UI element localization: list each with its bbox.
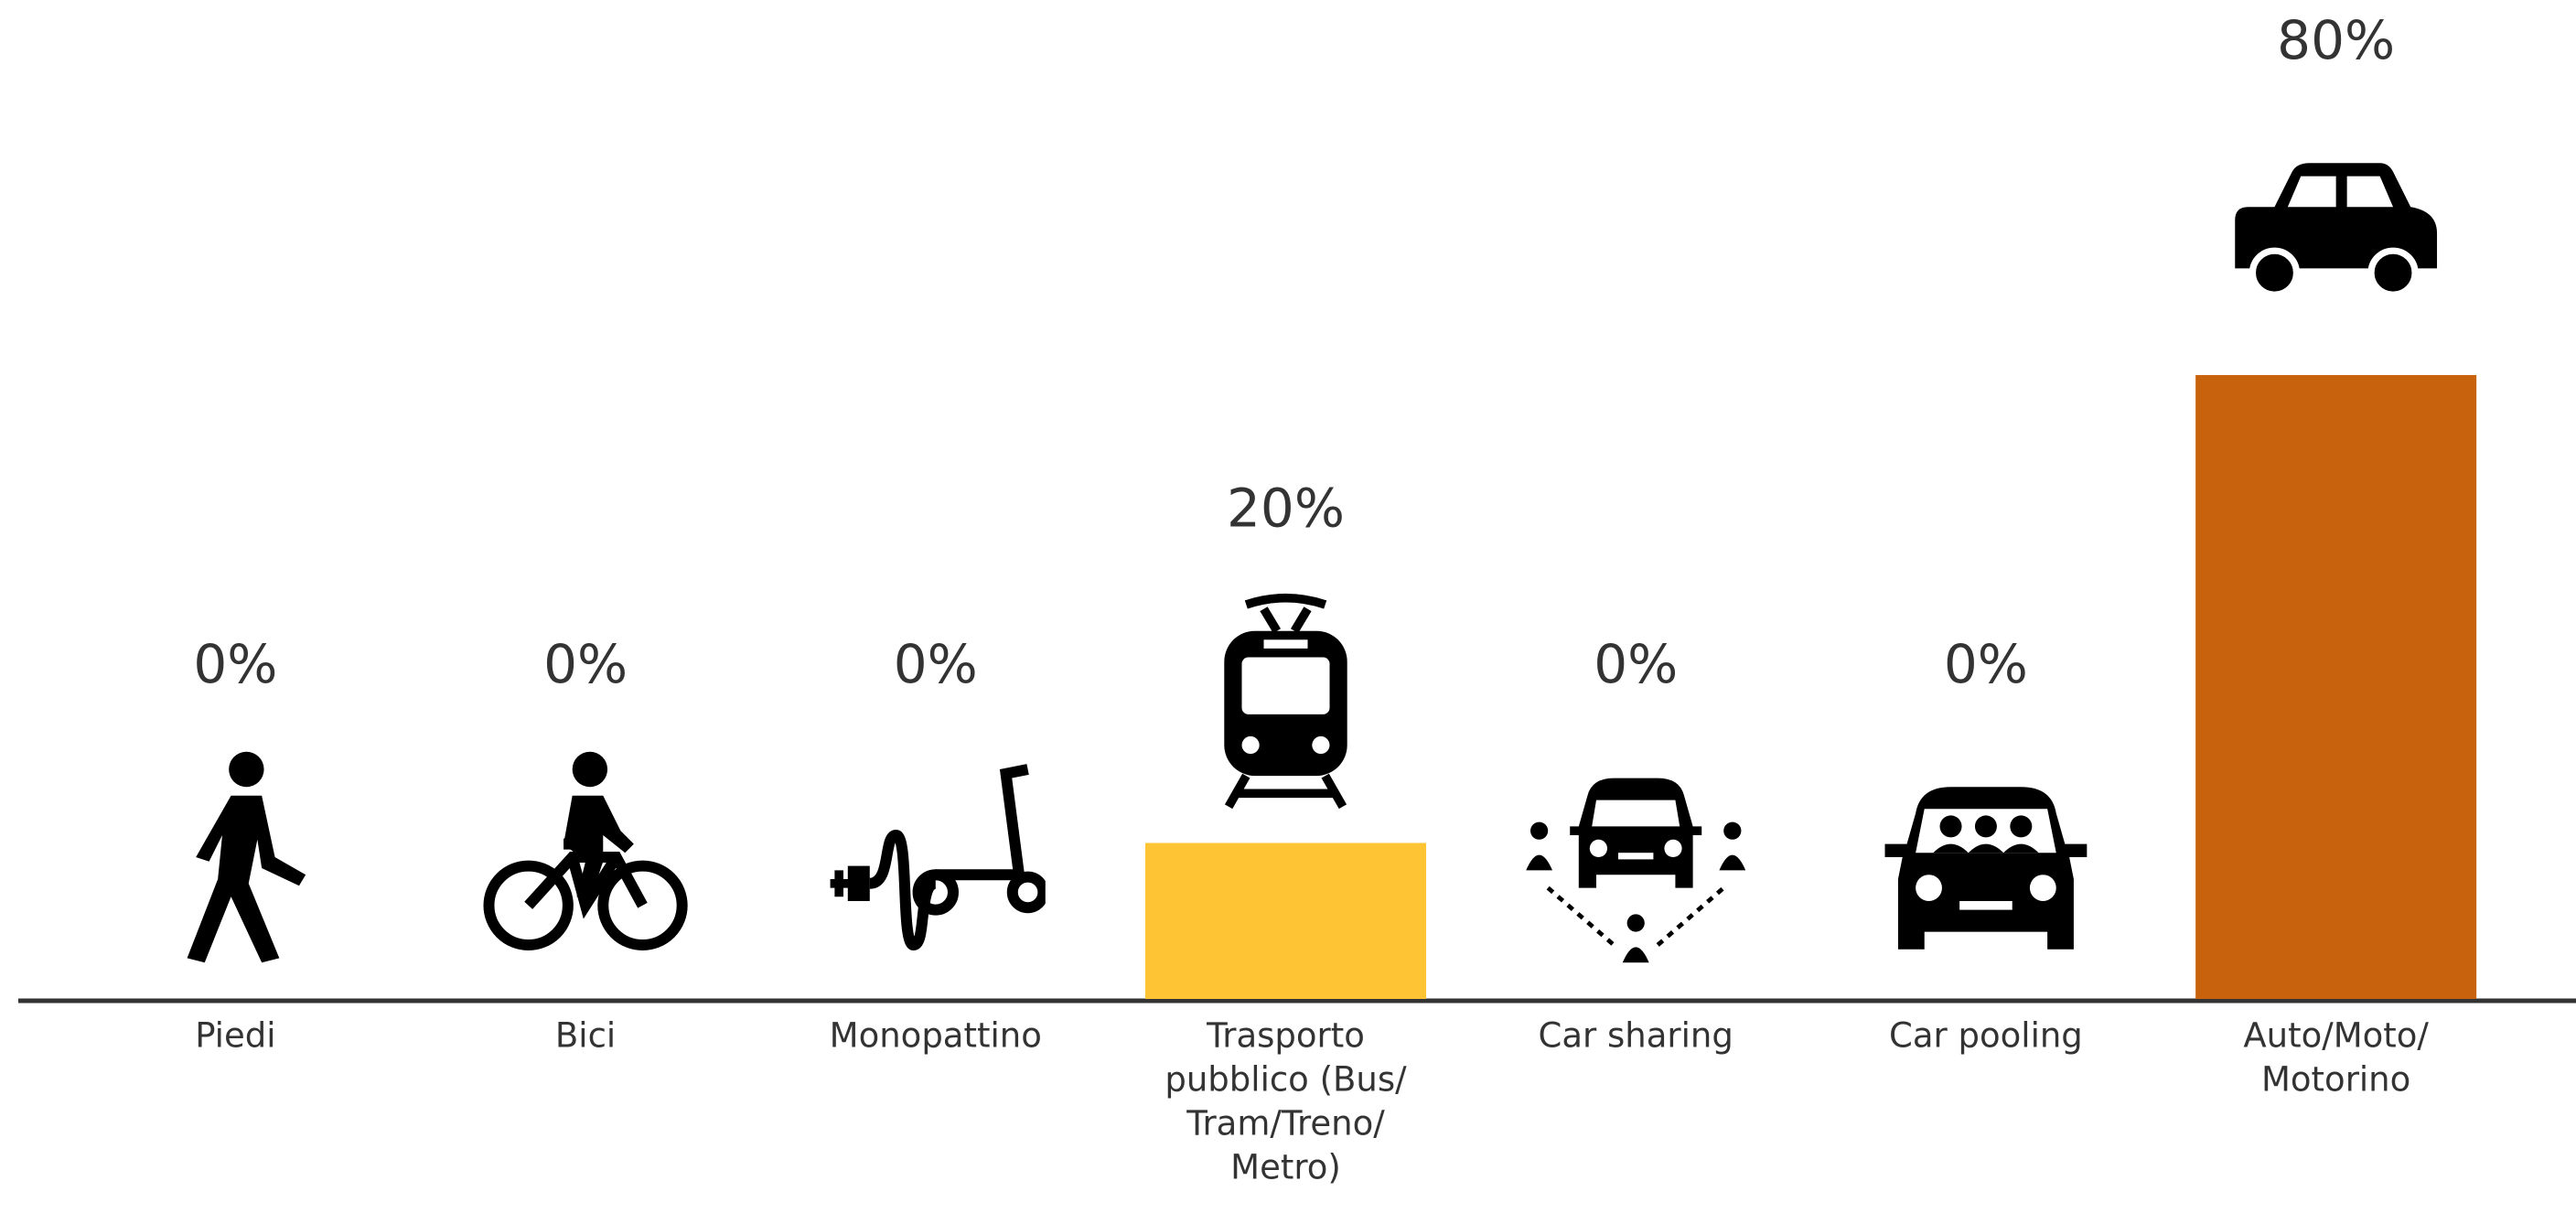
category-label: Monopattino [830,1016,1042,1056]
icon [1884,787,2088,950]
value-label: 80% [2277,9,2395,71]
bar [1145,843,1426,999]
icon [488,752,682,945]
bar [2195,375,2477,999]
category-label: Car pooling [1889,1016,2083,1056]
category-label: Tram/Treno/ [1186,1104,1385,1143]
value-label: 0% [543,633,628,695]
category-label: pubblico (Bus/ [1165,1060,1407,1100]
value-label: 0% [894,633,978,695]
category-label: Trasporto [1206,1016,1365,1056]
category-label: Car sharing [1539,1016,1733,1056]
icon [831,769,1044,945]
value-label: 0% [193,633,277,695]
value-label: 0% [1594,633,1678,695]
category-label: Piedi [195,1016,275,1056]
category-label: Motorino [2261,1060,2410,1100]
icon [1526,778,1745,963]
icon [187,751,306,963]
value-label: 20% [1227,478,1345,540]
category-label: Auto/Moto/ [2243,1016,2429,1056]
icon [2235,163,2437,295]
category-label: Bici [555,1016,616,1056]
icon [1224,598,1347,807]
category-label: Metro) [1230,1148,1341,1187]
value-label: 0% [1944,633,2028,695]
